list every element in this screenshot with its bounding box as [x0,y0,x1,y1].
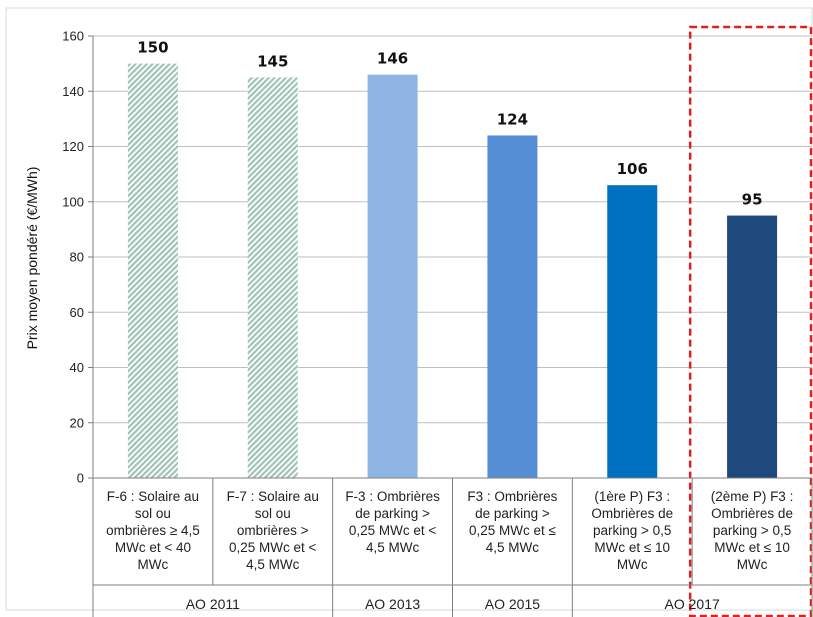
x-category-label-line: 4,5 MWc [246,557,300,572]
bar [487,135,538,478]
x-category-label-line: F-3 : Ombrières [345,489,440,504]
x-category-label: F-6 : Solaire au sol ou ombrières ≥ 4,5 MWc… [93,488,213,573]
bar [127,63,178,478]
x-category-label-line: ombrières > [236,523,309,538]
data-label: 145 [257,52,288,70]
y-tick-label: 40 [70,360,84,375]
y-tick-label: 0 [77,471,84,486]
x-category-label-line: Ombrières de [711,506,793,521]
bar [727,215,778,478]
y-tick-label: 20 [70,415,84,430]
x-category-label-line: F3 : Ombrières [467,489,558,504]
x-category-label-line: MWc et < 40 [114,540,191,555]
data-label: 95 [742,191,763,209]
x-category-label: F-7 : Solaire au sol ou ombrières > 0,25 MW… [213,488,333,573]
x-category-label-line: (2ème P) F3 : [710,489,794,504]
bar [247,77,298,478]
x-category-label-line: F-6 : Solaire au [106,489,200,504]
x-category-label: (2ème P) F3 : Ombrières de parking > 0,5 MW… [692,488,812,573]
y-tick-label: 60 [70,305,84,320]
x-group-label: AO 2013 [364,596,421,612]
x-category-label-line: parking > 0,5 [593,523,672,538]
x-category-label-line: MWc [616,557,648,572]
x-group-label: AO 2011 [185,596,240,612]
x-category-label-line: (1ère P) F3 : [594,489,671,504]
x-category-label-line: F-7 : Solaire au [226,489,319,504]
y-tick-label: 120 [62,139,84,154]
x-category-label-line: 0,25 MWc et < [348,523,437,538]
data-label: 150 [137,39,168,57]
x-category-label-line: sol ou [134,506,171,521]
data-label: 106 [617,160,648,178]
x-category-label-line: 0,25 MWc et ≤ [468,523,556,538]
y-axis-label: Prix moyen pondéré (€/MWh) [24,167,40,350]
y-tick-label: 100 [62,194,84,209]
x-category-label-line: parking > 0,5 [712,523,792,538]
x-category-label: F-3 : Ombrières de parking > 0,25 MWc et <… [333,488,453,556]
x-category-label-line: Ombrières de [591,506,674,521]
bar [607,185,658,479]
x-category-label-line: MWc [137,557,169,572]
data-label: 124 [497,110,528,128]
x-category-label-line: 0,25 MWc et < [229,540,317,555]
x-category-label-line: MWc et ≤ 10 [714,540,790,555]
x-category-label-line: de parking > [475,506,550,521]
y-tick-label: 80 [70,250,84,265]
y-tick-label: 160 [62,29,84,44]
x-category-label-line: MWc [736,557,768,572]
highlight-dashed-box [688,25,813,617]
x-category-label: (1ère P) F3 : Ombrières de parking > 0,5 MW… [572,488,692,573]
x-category-label-line: MWc et ≤ 10 [594,540,671,555]
x-group-label: AO 2017 [664,596,720,612]
x-category-label: F3 : Ombrières de parking > 0,25 MWc et ≤ 4… [453,488,573,556]
x-category-label-line: 4,5 MWc [365,540,420,555]
bar [367,74,418,479]
x-category-label-line: sol ou [254,506,291,521]
y-tick-label: 140 [62,84,84,99]
x-category-label-line: ombrières ≥ 4,5 [106,523,200,538]
x-category-label-line: de parking > [355,506,430,521]
x-group-label: AO 2015 [484,596,541,612]
x-category-label-line: 4,5 MWc [485,540,540,555]
data-label: 146 [377,50,408,68]
